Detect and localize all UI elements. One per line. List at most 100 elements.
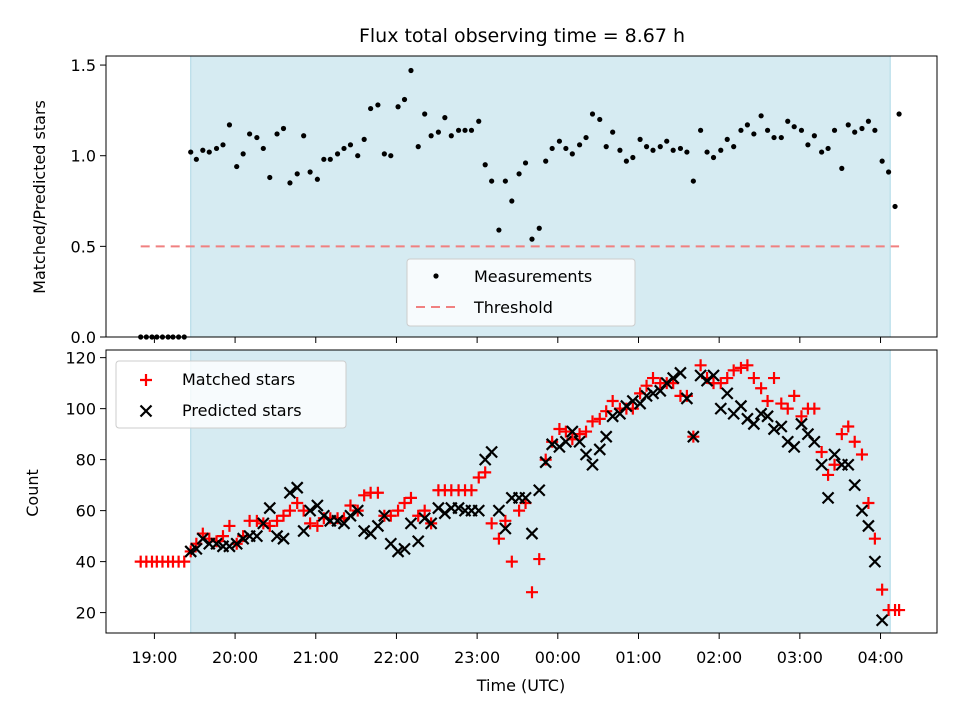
measurement-point xyxy=(805,142,811,148)
measurement-point xyxy=(341,145,347,152)
measurement-point xyxy=(603,144,609,150)
matched-star-point xyxy=(795,410,808,423)
matched-star-point xyxy=(815,445,828,458)
measurement-point xyxy=(831,127,838,133)
legend-matched-plus xyxy=(140,374,152,386)
measurement-point xyxy=(744,122,751,128)
bottom-x-tick-label: 02:00 xyxy=(696,648,742,667)
matched-star-point xyxy=(398,496,411,509)
matched-star-point xyxy=(828,458,841,471)
matched-star-point xyxy=(304,517,317,530)
predicted-star-point xyxy=(815,458,828,472)
measurement-point xyxy=(213,145,220,152)
predicted-star-point xyxy=(398,542,411,556)
predicted-star-point xyxy=(545,438,559,451)
matched-star-point xyxy=(559,425,572,438)
predicted-star-point xyxy=(485,445,498,459)
matched-star-point xyxy=(593,412,606,425)
predicted-star-point xyxy=(593,443,607,456)
measurement-point xyxy=(267,174,273,181)
measurement-point xyxy=(355,153,361,159)
matched-star-point xyxy=(553,423,566,436)
measurement-point xyxy=(543,158,549,164)
measurement-point xyxy=(301,133,307,139)
measurement-point xyxy=(188,149,194,155)
predicted-star-point xyxy=(767,422,781,436)
measurement-point xyxy=(489,178,495,184)
measurement-point xyxy=(327,156,333,162)
measurement-point xyxy=(718,147,724,153)
bottom-legend-box xyxy=(115,360,347,429)
matched-star-point xyxy=(647,372,660,385)
matched-star-point xyxy=(848,435,861,448)
measurement-point xyxy=(254,134,260,141)
predicted-star-point xyxy=(210,537,223,551)
predicted-star-point xyxy=(714,402,728,415)
top-legend: Measurements Threshold xyxy=(406,258,636,327)
measurement-point xyxy=(536,225,542,231)
predicted-star-point xyxy=(424,517,438,530)
measurement-point xyxy=(704,149,710,155)
matched-star-point xyxy=(404,491,417,504)
matched-star-point xyxy=(223,519,236,532)
predicted-star-point xyxy=(606,410,619,423)
measurement-point xyxy=(395,104,401,110)
measurement-point xyxy=(549,145,555,152)
predicted-star-point xyxy=(378,509,391,522)
matched-star-point xyxy=(734,361,747,374)
matched-star-point xyxy=(768,372,781,385)
top-legend-box xyxy=(406,258,636,327)
matched-star-point xyxy=(775,397,788,410)
predicted-star-point xyxy=(640,389,653,403)
measurement-point xyxy=(428,133,434,139)
predicted-star-point xyxy=(674,366,687,380)
predicted-star-point xyxy=(357,524,371,538)
matched-star-point xyxy=(291,496,304,509)
measurement-point xyxy=(274,131,280,137)
predicted-star-point xyxy=(787,440,801,454)
predicted-star-point xyxy=(499,522,512,535)
matched-star-point xyxy=(216,530,229,543)
measurement-point xyxy=(200,147,206,153)
measurement-point xyxy=(758,113,764,119)
measurement-point xyxy=(623,158,629,164)
top-y-tick-label: 0.0 xyxy=(71,328,96,347)
measurement-point xyxy=(314,176,320,182)
matched-star-point xyxy=(384,509,397,522)
bottom-x-tick-label: 00:00 xyxy=(535,648,581,667)
bottom-y-tick-label: 120 xyxy=(65,349,96,368)
predicted-star-point xyxy=(236,532,250,545)
predicted-star-point xyxy=(646,387,660,400)
matched-star-point xyxy=(640,379,653,392)
predicted-star-point xyxy=(223,540,236,553)
measurement-point xyxy=(509,198,515,204)
matched-star-point xyxy=(781,402,794,415)
matched-star-point xyxy=(835,428,848,441)
measurement-point xyxy=(388,153,394,159)
predicted-star-point xyxy=(250,529,264,543)
matched-star-point xyxy=(586,415,599,428)
measurement-point xyxy=(375,102,381,108)
measurement-point xyxy=(751,131,757,137)
matched-star-point xyxy=(371,486,384,499)
predicted-star-point xyxy=(404,517,418,530)
matched-star-point xyxy=(755,382,768,395)
measurement-point xyxy=(764,127,771,133)
predicted-star-point xyxy=(331,514,344,528)
measurement-point xyxy=(670,147,676,153)
predicted-star-point xyxy=(311,499,324,512)
measurement-point xyxy=(415,144,421,150)
matched-star-point xyxy=(842,420,855,433)
chart-title: Flux total observing time = 8.67 h xyxy=(359,25,685,47)
measurement-point xyxy=(294,171,300,177)
top-panel: 0.0 0.5 1.0 1.5 Matched/Predicted stars Mea… xyxy=(30,55,938,347)
matched-star-point xyxy=(808,402,821,415)
measurement-point xyxy=(240,151,246,157)
measurement-point xyxy=(226,122,233,128)
matched-star-point xyxy=(178,555,191,568)
matched-star-point xyxy=(505,555,518,568)
matched-star-point xyxy=(311,519,324,532)
predicted-star-point xyxy=(573,435,586,449)
bottom-plot-frame xyxy=(105,349,938,634)
